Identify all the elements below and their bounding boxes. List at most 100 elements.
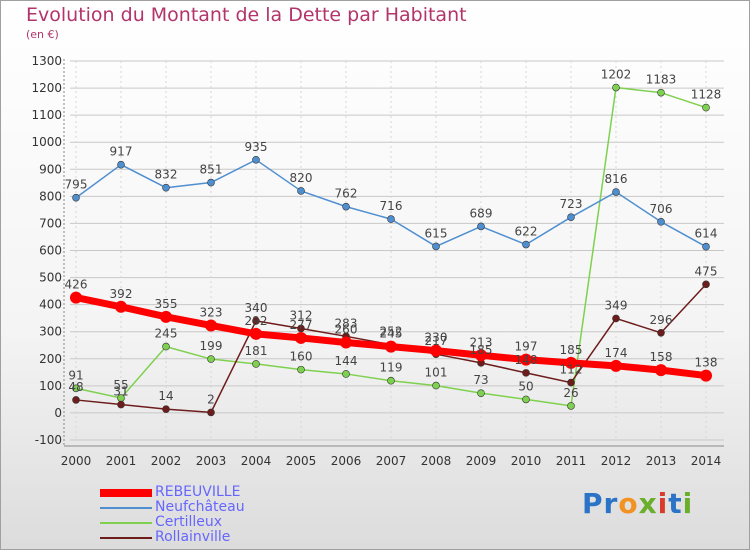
data-point: [702, 280, 710, 289]
data-label: 112: [560, 363, 583, 377]
legend: REBEUVILLE Neufchâteau Certilleux Rollai…: [100, 484, 360, 545]
data-label: 312: [290, 308, 313, 322]
data-label: 277: [290, 318, 313, 332]
data-point: [700, 369, 712, 382]
data-label: 230: [425, 331, 448, 345]
data-label: 614: [695, 227, 718, 241]
x-tick-label: 2014: [691, 454, 722, 468]
data-label: 323: [200, 305, 223, 319]
data-label: 816: [605, 172, 628, 186]
data-point: [72, 396, 80, 404]
data-label: 197: [515, 340, 538, 354]
data-point: [612, 83, 620, 92]
data-label: 119: [380, 361, 403, 375]
data-label: 1183: [646, 73, 677, 87]
data-point: [565, 356, 577, 369]
data-label: 832: [155, 168, 178, 182]
data-label: 185: [560, 343, 583, 357]
data-point: [522, 395, 530, 404]
data-point: [657, 328, 665, 337]
data-point: [70, 291, 82, 304]
y-tick-label: 900: [39, 162, 62, 176]
data-point: [387, 376, 395, 385]
data-point: [162, 183, 170, 192]
data-label: 475: [695, 264, 718, 278]
data-point: [117, 400, 125, 409]
x-tick-label: 2003: [196, 454, 227, 468]
data-label: 14: [158, 389, 173, 403]
data-point: [162, 405, 170, 413]
data-point: [610, 359, 622, 372]
data-label: 706: [650, 202, 673, 216]
data-label: 1202: [601, 68, 632, 82]
data-point: [72, 193, 80, 202]
data-point: [702, 103, 710, 112]
data-point: [117, 160, 125, 169]
y-tick-label: -100: [35, 433, 62, 447]
data-point: [207, 408, 215, 417]
x-tick-label: 2012: [601, 454, 632, 468]
data-label: 160: [290, 350, 313, 364]
data-label: 91: [68, 368, 83, 382]
data-point: [252, 317, 260, 325]
series-certilleux: [72, 83, 710, 410]
y-tick-label: 300: [39, 325, 62, 339]
data-label: 292: [245, 314, 268, 328]
data-label: 50: [518, 379, 533, 393]
legend-item-rebeuville: REBEUVILLE: [100, 484, 360, 500]
y-tick-label: 600: [39, 244, 62, 258]
data-label: 689: [470, 206, 493, 220]
legend-item-rollainville: Rollainville: [100, 529, 360, 545]
data-label: 101: [425, 366, 448, 380]
logo-letter: x: [638, 487, 658, 520]
data-point: [297, 187, 305, 195]
data-point: [160, 310, 172, 323]
data-label: 723: [560, 197, 583, 211]
data-label: 185: [470, 343, 493, 357]
data-point: [477, 222, 485, 231]
grid-layer: [70, 60, 724, 441]
legend-label: Certilleux: [155, 514, 223, 530]
series-rebeuville: [70, 291, 712, 382]
x-tick-label: 2004: [241, 454, 272, 468]
data-label: 181: [245, 344, 268, 358]
data-point: [522, 240, 530, 249]
y-tick-label: 0: [54, 406, 62, 420]
data-point: [522, 369, 530, 377]
y-tick-label: 1100: [31, 108, 62, 122]
data-label: 355: [155, 297, 178, 311]
x-tick-label: 2000: [61, 454, 92, 468]
data-label: 615: [425, 226, 448, 240]
legend-swatch-rollainville: [100, 537, 152, 539]
logo-letter: i: [682, 487, 694, 520]
data-point: [567, 402, 575, 410]
x-tick-label: 2010: [511, 454, 542, 468]
data-point: [250, 327, 262, 340]
data-point: [432, 242, 440, 251]
data-point: [475, 349, 487, 362]
data-label: 622: [515, 225, 538, 239]
y-tick-label: 800: [39, 189, 62, 203]
data-point: [520, 353, 532, 366]
logo-letter: t: [668, 487, 683, 520]
data-label: 260: [335, 323, 358, 337]
x-tick-label: 2011: [556, 454, 587, 468]
data-label: 917: [110, 145, 133, 159]
data-label: 148: [515, 353, 538, 367]
data-point: [567, 213, 575, 222]
data-label: 26: [563, 386, 578, 400]
data-label: 762: [335, 187, 358, 201]
y-tick-label: 500: [39, 271, 62, 285]
data-point: [655, 364, 667, 377]
data-label: 1128: [691, 88, 722, 102]
y-tick-label: 1000: [31, 135, 62, 149]
legend-swatch-rebeuville: [100, 489, 152, 497]
data-point: [702, 242, 710, 251]
data-label: 55: [113, 378, 128, 392]
data-label: 73: [473, 373, 488, 387]
data-label: 392: [110, 287, 133, 301]
data-label: 716: [380, 199, 403, 213]
data-label: 174: [605, 346, 628, 360]
legend-item-certilleux: Certilleux: [100, 514, 360, 530]
